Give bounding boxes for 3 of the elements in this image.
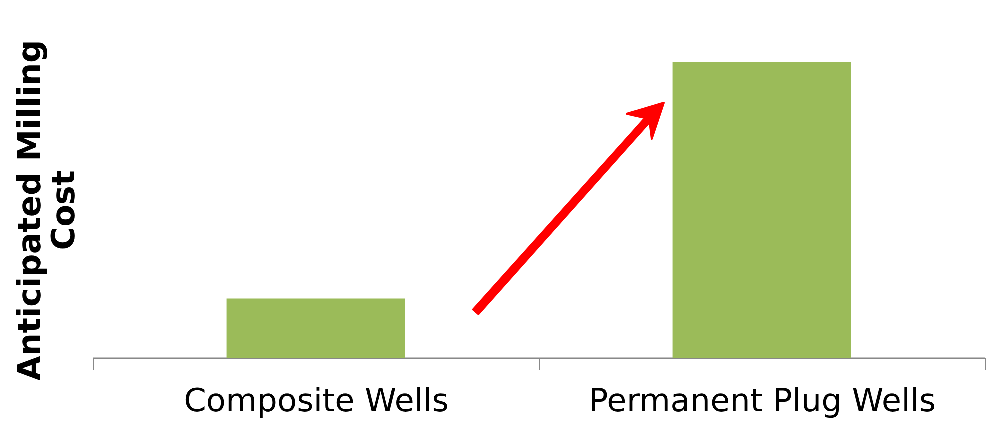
x-tick-label: Permanent Plug Wells	[588, 382, 936, 420]
x-tick-label: Composite Wells	[184, 382, 449, 420]
y-axis-title: Anticipated Milling Cost	[10, 40, 82, 381]
